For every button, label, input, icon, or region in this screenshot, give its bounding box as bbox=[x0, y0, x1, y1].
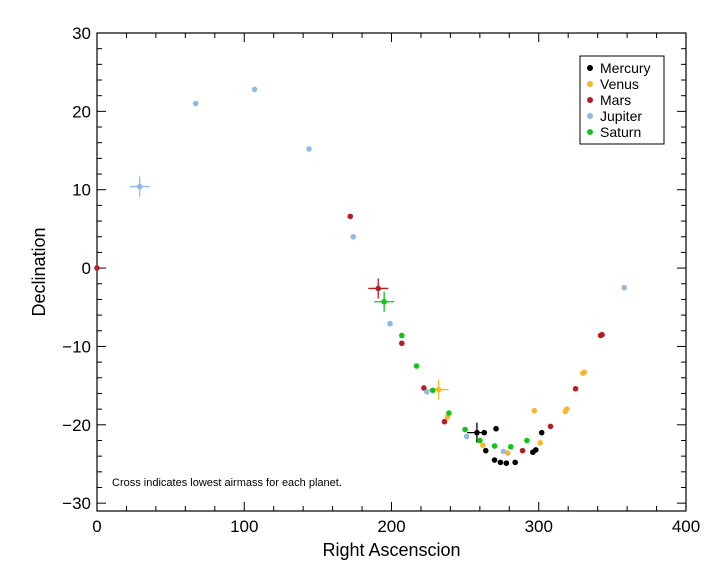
saturn-point bbox=[462, 426, 468, 433]
x-tick-label: 300 bbox=[525, 517, 553, 536]
jupiter-point bbox=[350, 233, 357, 240]
saturn-point bbox=[413, 363, 420, 369]
legend-label-mercury: Mercury bbox=[600, 60, 651, 76]
y-tick-label: 10 bbox=[72, 181, 91, 200]
y-tick-label: 0 bbox=[82, 259, 91, 278]
legend-label-jupiter: Jupiter bbox=[600, 108, 642, 124]
y-tick-label: −30 bbox=[62, 494, 91, 513]
x-tick-label: 400 bbox=[672, 517, 700, 536]
legend-label-saturn: Saturn bbox=[600, 124, 641, 140]
venus-point bbox=[531, 407, 538, 414]
plot-frame bbox=[96, 32, 687, 512]
saturn-point bbox=[491, 443, 498, 449]
mercury-point bbox=[482, 447, 489, 454]
saturn-best-cross bbox=[374, 291, 395, 312]
jupiter-point bbox=[463, 433, 470, 440]
y-tick-label: −10 bbox=[62, 337, 91, 356]
mars-point bbox=[421, 385, 427, 391]
venus-point bbox=[581, 369, 588, 376]
jupiter-point bbox=[251, 86, 258, 93]
mars-best-cross bbox=[368, 278, 389, 299]
x-tick-label: 100 bbox=[230, 517, 258, 536]
axis-ticks bbox=[96, 32, 687, 511]
mercury-point bbox=[493, 425, 499, 432]
legend-marker-venus bbox=[587, 81, 593, 87]
jupiter-point bbox=[387, 320, 393, 327]
venus-point bbox=[537, 440, 544, 446]
x-tick-label: 200 bbox=[377, 517, 405, 536]
saturn-point bbox=[446, 410, 452, 416]
mars-point bbox=[519, 447, 526, 454]
tick-labels: 0 100 200 300 400 −30 −20 −10 0 10 20 30 bbox=[62, 24, 700, 536]
legend-box bbox=[579, 55, 665, 145]
saturn-point bbox=[477, 437, 483, 444]
mercury-point bbox=[497, 459, 504, 466]
saturn-point bbox=[507, 443, 514, 450]
jupiter-point bbox=[424, 389, 430, 395]
mars-point bbox=[399, 340, 405, 347]
mercury-point bbox=[512, 459, 518, 466]
legend-marker-saturn bbox=[587, 129, 593, 135]
x-axis-label: Right Ascenscion bbox=[322, 540, 460, 560]
mercury-point bbox=[491, 457, 498, 463]
legend-label-mars: Mars bbox=[600, 92, 631, 108]
x-tick-label: 0 bbox=[92, 517, 101, 536]
jupiter-best-cross bbox=[129, 176, 150, 197]
legend-marker-mars bbox=[587, 97, 593, 103]
annotation-text: Cross indicates lowest airmass for each … bbox=[112, 477, 342, 489]
mars-point bbox=[347, 213, 354, 220]
mars-point bbox=[572, 385, 579, 392]
mercury-best-cross bbox=[466, 422, 487, 443]
y-axis-label: Declination bbox=[29, 227, 49, 316]
legend-marker-mercury bbox=[587, 65, 593, 71]
saturn-point bbox=[524, 437, 530, 444]
jupiter-point bbox=[192, 100, 199, 107]
y-tick-label: 30 bbox=[72, 24, 91, 43]
mars-point bbox=[94, 265, 100, 271]
mars-point bbox=[547, 423, 554, 430]
saturn-point bbox=[399, 332, 405, 339]
legend-marker-jupiter bbox=[587, 113, 593, 119]
legend-label-venus: Venus bbox=[600, 76, 639, 92]
mercury-point bbox=[538, 429, 545, 436]
jupiter-point bbox=[621, 284, 627, 291]
venus-point bbox=[563, 406, 570, 412]
venus-point bbox=[505, 450, 511, 456]
y-tick-label: 20 bbox=[72, 102, 91, 121]
data-marks bbox=[94, 86, 627, 467]
mercury-point bbox=[533, 447, 539, 453]
mercury-point bbox=[503, 460, 510, 467]
mars-point bbox=[441, 418, 448, 425]
y-tick-label: −20 bbox=[62, 416, 91, 435]
saturn-point bbox=[429, 387, 436, 394]
venus-point bbox=[479, 442, 486, 448]
mars-point bbox=[599, 331, 605, 338]
jupiter-point bbox=[306, 146, 312, 152]
jupiter-point bbox=[500, 448, 507, 455]
